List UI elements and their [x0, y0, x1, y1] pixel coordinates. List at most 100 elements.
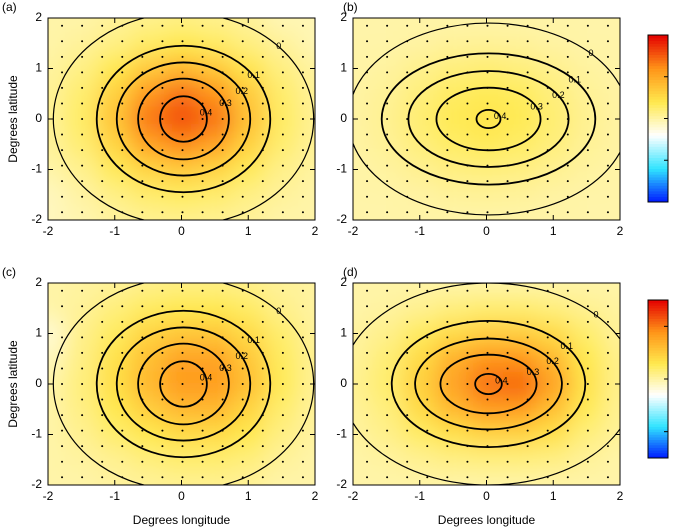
grid-point [121, 398, 124, 401]
colorbar-step [648, 307, 668, 312]
colorbar-step [648, 62, 668, 67]
grid-point [301, 351, 304, 354]
field-cell [164, 30, 199, 56]
grid-point [546, 429, 549, 432]
field-cell [503, 295, 537, 321]
grid-point [426, 55, 429, 58]
field-cell [98, 421, 132, 448]
grid-point [406, 149, 409, 152]
grid-point [446, 336, 449, 339]
grid-point [181, 367, 184, 370]
grid-point [586, 367, 589, 370]
field-cell [131, 421, 165, 448]
colorbar-step [648, 436, 668, 441]
grid-point [566, 180, 569, 183]
grid-point [281, 55, 284, 58]
grid-point [606, 460, 609, 463]
grid-point [446, 460, 449, 463]
grid-point [466, 289, 469, 292]
field-cell [503, 447, 537, 473]
colorbar-step [648, 423, 668, 427]
colorbar-step [648, 300, 668, 304]
grid-point [566, 195, 569, 198]
grid-point [141, 429, 144, 432]
field-cell [64, 207, 99, 220]
grid-point [241, 86, 244, 89]
grid-point [566, 55, 569, 58]
grid-point [121, 86, 124, 89]
grid-point [426, 336, 429, 339]
grid-point [101, 351, 104, 354]
field-cell [298, 447, 315, 473]
grid-point [546, 445, 549, 448]
grid-point [141, 351, 144, 354]
grid-point [161, 195, 164, 198]
grid-point [181, 383, 184, 385]
grid-point [606, 445, 609, 448]
field-cell [164, 396, 199, 422]
grid-point [221, 40, 224, 43]
contour-line [390, 319, 587, 449]
field-cell [353, 447, 370, 473]
y-tick-label: -2 [31, 212, 42, 226]
grid-point [81, 289, 84, 292]
colorbar-step [648, 392, 668, 396]
grid-point [141, 164, 144, 167]
field-cell [353, 346, 370, 372]
grid-point [241, 351, 244, 354]
field-cell [48, 55, 65, 82]
grid-point [181, 55, 184, 58]
grid-point [121, 414, 124, 417]
grid-point [506, 180, 509, 183]
x-tick-label: 0 [178, 489, 185, 503]
grid-point [606, 398, 609, 401]
colorbar-step [648, 394, 668, 398]
grid-point [281, 149, 284, 152]
field-cell [98, 295, 132, 321]
grid-point [281, 195, 284, 198]
colorbar-step [648, 154, 668, 158]
grid-point [241, 164, 244, 167]
grid-point [281, 367, 284, 370]
field-cell [503, 371, 537, 397]
grid-point [221, 445, 224, 448]
field-cell [198, 283, 232, 296]
grid-point [466, 414, 469, 417]
grid-point [281, 476, 284, 479]
colorbar-step [648, 415, 668, 419]
colorbar-step [648, 174, 668, 178]
grid-point [81, 351, 84, 354]
grid-point [61, 429, 64, 432]
grid-point [546, 336, 549, 339]
grid-point [586, 320, 589, 323]
grid-point [586, 445, 589, 448]
field-cell [198, 447, 232, 473]
grid-point [161, 414, 164, 417]
grid-point [101, 118, 104, 120]
field-cell [403, 30, 437, 56]
field-cell [436, 283, 470, 296]
field-cell [98, 207, 132, 220]
grid-point [81, 118, 84, 120]
field-cell [231, 421, 265, 448]
grid-point [261, 55, 264, 58]
grid-point [201, 460, 204, 463]
field-cell [436, 182, 470, 208]
colorbar-step [648, 326, 668, 330]
grid-point [546, 24, 549, 27]
grid-point [566, 398, 569, 401]
grid-point [426, 40, 429, 43]
x-tick-label: -1 [414, 489, 425, 503]
grid-point [301, 476, 304, 479]
field-cell [436, 472, 470, 485]
field-cell [198, 207, 232, 220]
grid-point [366, 429, 369, 432]
grid-point [261, 195, 264, 198]
grid-point [546, 133, 549, 136]
grid-point [386, 149, 389, 152]
grid-point [406, 414, 409, 417]
grid-point [466, 305, 469, 308]
grid-point [161, 211, 164, 214]
colorbar-step [648, 426, 668, 430]
grid-point [406, 398, 409, 401]
